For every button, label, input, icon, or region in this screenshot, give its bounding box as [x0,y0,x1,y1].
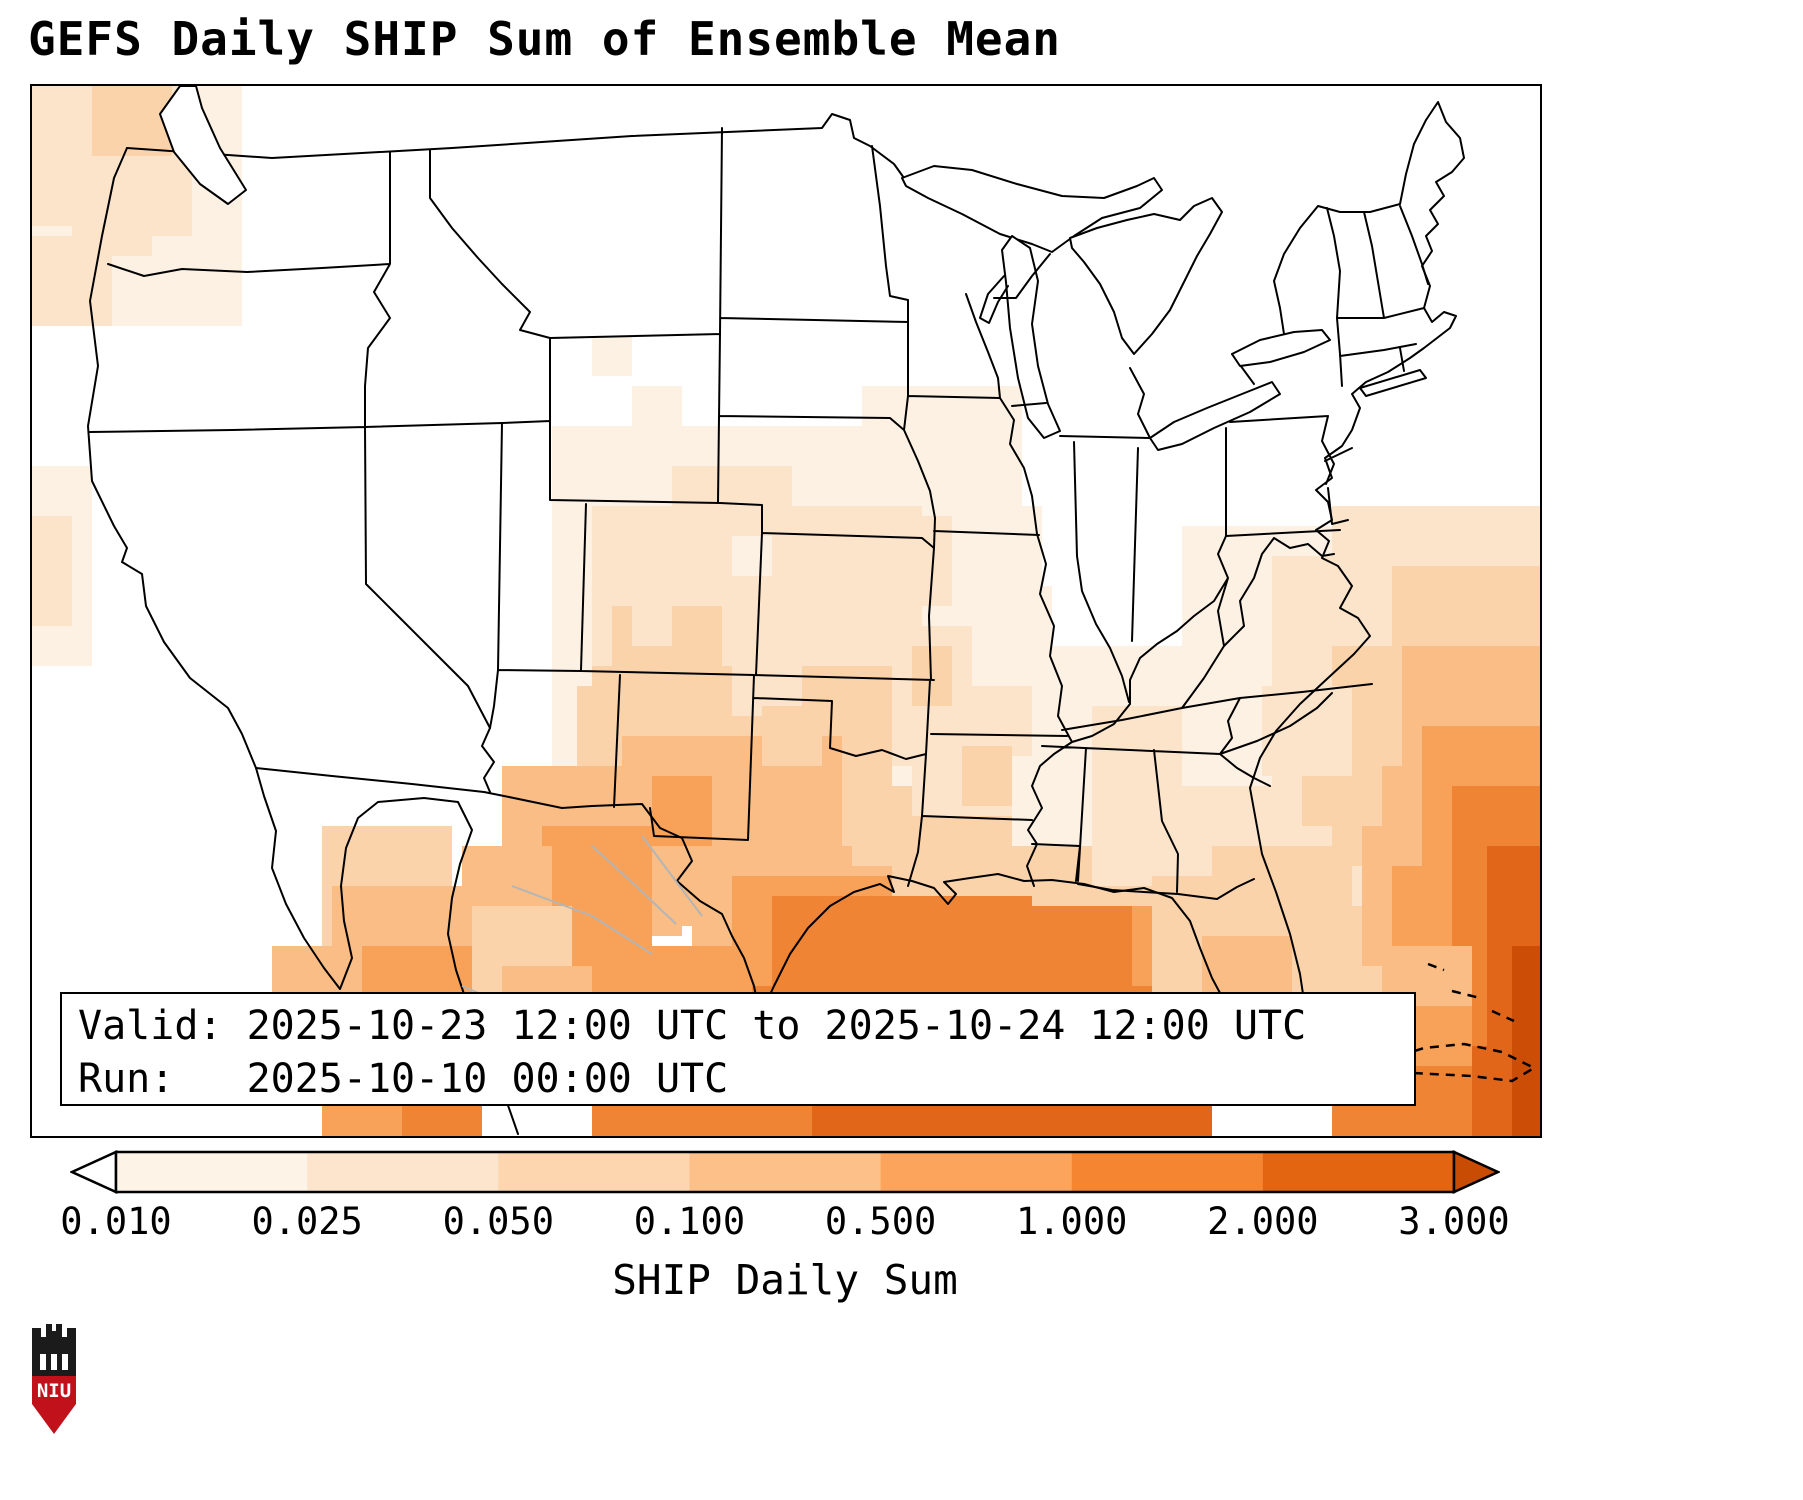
castle-window-left [40,1354,46,1370]
colorbar-tick: 0.500 [824,1200,937,1243]
heat-patch [672,426,712,466]
colorbar-tick: 0.025 [251,1200,363,1243]
canada-border [126,113,905,179]
colorbar-tick: 0.100 [633,1200,746,1243]
page-title: GEFS Daily SHIP Sum of Ensemble Mean [28,12,1061,66]
heat-patch [592,336,632,376]
heat-patch [912,646,952,706]
us-map [32,86,1540,1136]
colorbar-segment [1262,1152,1455,1192]
castle-window-right [62,1354,68,1370]
colorbar [68,1150,1502,1194]
heat-patch [92,86,172,156]
colorbar-ticks: 0.010 0.025 0.050 0.100 0.500 1.000 2.000 3.000 [60,1200,1509,1248]
colorbar-tick: 0.050 [442,1200,554,1243]
heat-patch [762,706,822,766]
gulf-atlantic-coastline [759,101,1465,1069]
heat-patch [632,386,682,426]
colorbar-tick: 3.000 [1398,1200,1510,1243]
geography-layer [87,86,1536,1135]
colorbar-axis-label: SHIP Daily Sum [612,1256,958,1304]
colorbar-over-arrow [1452,1150,1502,1194]
heat-patch [1512,946,1540,1136]
colorbar-segment [307,1152,499,1192]
logo-shield-point [32,1404,76,1434]
heat-patch [32,516,72,626]
run-value: 2025-10-10 00:00 UTC [246,1055,729,1102]
heat-patch [732,536,772,576]
colorbar-segment [1071,1152,1264,1192]
niu-logo-graphic: NIU [32,1324,76,1434]
colorbar-svg [68,1150,1502,1194]
heat-patch [792,566,832,606]
heat-patch [992,586,1052,646]
colorbar-segment [498,1152,691,1192]
run-time-row: Run: 2025-10-10 00:00 UTC [78,1053,1398,1106]
heat-patch [732,646,802,716]
heat-patch [652,776,712,846]
colorbar-under-arrow [68,1150,118,1194]
heat-patch [832,606,882,656]
valid-value: 2025-10-23 12:00 UTC to 2025-10-24 12:00… [246,1003,1307,1049]
map-frame: Valid: 2025-10-23 12:00 UTC to 2025-10-2… [30,84,1542,1138]
lake-erie [1149,381,1281,451]
colorbar-tick: 2.000 [1207,1200,1319,1243]
ship-heatmap-layer [32,86,1540,1136]
colorbar-tick: 0.010 [60,1200,172,1243]
colorbar-tick: 1.000 [1016,1200,1128,1243]
colorbar-segments [116,1152,1455,1192]
lake-ontario [1231,329,1331,367]
heat-patch [882,516,952,606]
valid-label: Valid: [78,1003,223,1049]
logo-red-band [32,1376,76,1404]
heat-patch [152,236,212,296]
heat-patch [972,686,1032,756]
colorbar-segment [689,1152,882,1192]
colorbar-segment [880,1152,1073,1192]
heat-patch [962,746,1012,806]
logo-text: NIU [37,1380,71,1402]
valid-time-row: Valid: 2025-10-23 12:00 UTC to 2025-10-2… [78,1000,1398,1053]
state-borders [89,127,1429,900]
lake-huron [1069,197,1223,355]
castle-window-middle [51,1354,57,1370]
pacific-coastline [87,147,257,769]
info-box: Valid: 2025-10-23 12:00 UTC to 2025-10-2… [60,992,1416,1106]
castle-crenellation [32,1324,76,1352]
run-label: Run: [78,1055,175,1102]
vancouver-island [159,86,247,205]
lake-superior [901,165,1163,253]
long-island [1359,369,1427,397]
mexico-border [255,767,761,1017]
niu-logo: NIU [26,1316,82,1442]
heat-patch [632,586,672,646]
colorbar-segment [116,1152,308,1192]
